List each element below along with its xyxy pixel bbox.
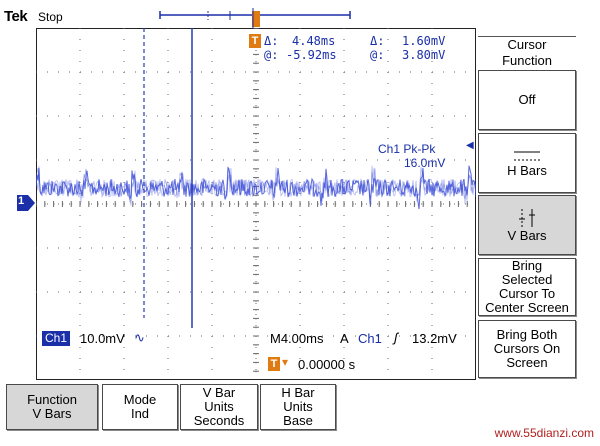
bottom-mode-line2: Ind: [130, 406, 150, 421]
ch1-ground-label: 1: [18, 195, 25, 207]
bring-selected-line3: Cursor To: [498, 286, 556, 301]
coupling-icon: ∿: [134, 330, 145, 345]
bring-selected-line4: Center Screen: [485, 300, 569, 315]
h-bars-label: H Bars: [507, 163, 547, 178]
trigger-level: 13.2mV: [412, 331, 457, 346]
measurement-pointer-icon: ◀: [466, 140, 474, 151]
off-button[interactable]: Off: [478, 70, 576, 130]
bring-both-line2: Cursors On: [493, 341, 561, 356]
trigger-position-marker: T: [268, 357, 280, 371]
bottom-hbar-units-button[interactable]: H Bar Units Base: [260, 384, 336, 430]
brand-logo: Tek: [4, 8, 28, 25]
trigger-readout-marker: T: [249, 34, 261, 48]
ch1-trace-pass: [36, 165, 476, 206]
trigger-slope-icon: ʃ: [394, 330, 398, 345]
h-bars-icon: [514, 151, 540, 161]
at-volt-value: 3.80mV: [402, 48, 446, 62]
measurement-label: Ch1 Pk-Pk: [378, 142, 436, 156]
bottom-vbar-line2: Units: [204, 399, 234, 414]
bring-both-cursors-button[interactable]: Bring Both Cursors On Screen: [478, 320, 576, 378]
delta-volt-value: 1.60mV: [402, 34, 446, 48]
trigger-offset: 0.00000 s: [298, 357, 356, 372]
bottom-hbar-line3: Base: [283, 413, 313, 428]
side-menu-title: Cursor Function: [478, 36, 576, 72]
bottom-function-button[interactable]: Function V Bars: [6, 384, 98, 430]
side-menu-title-line1: Cursor: [507, 37, 547, 52]
off-label: Off: [518, 92, 536, 107]
trigger-channel: Ch1: [358, 331, 382, 346]
ch1-trace-pass: [36, 165, 476, 210]
record-position-bar: [159, 8, 351, 32]
bottom-function-line1: Function: [27, 392, 77, 407]
delta-time-value: 4.48ms: [292, 34, 336, 48]
measurement-value: 16.0mV: [404, 156, 446, 170]
h-bars-button[interactable]: H Bars: [478, 133, 576, 193]
at-time-label: @:: [264, 48, 279, 62]
at-time-value: -5.92ms: [286, 48, 337, 62]
bottom-vbar-units-button[interactable]: V Bar Units Seconds: [180, 384, 258, 430]
bring-both-line1: Bring Both: [496, 327, 558, 342]
bring-selected-cursor-button[interactable]: Bring Selected Cursor To Center Screen: [478, 258, 576, 316]
v-bars-icon: [519, 209, 535, 227]
v-bars-button[interactable]: V Bars: [478, 195, 576, 255]
waveform-graticule: [36, 28, 476, 380]
trigger-position-arrow-icon: ▾: [282, 355, 289, 369]
v-bars-label: V Bars: [507, 228, 547, 243]
at-volt-label: @:: [370, 48, 385, 62]
ch1-scale: 10.0mV: [80, 331, 125, 346]
bring-both-line3: Screen: [506, 355, 548, 370]
acq-mode: A: [340, 331, 349, 346]
graticule-grid: [36, 28, 476, 380]
bottom-mode-line1: Mode: [123, 392, 157, 407]
ch1-status-badge: Ch1: [42, 331, 71, 346]
side-menu-title-line2: Function: [502, 53, 552, 68]
bottom-vbar-line3: Seconds: [193, 413, 245, 428]
acquisition-state: Stop: [38, 10, 63, 24]
bottom-hbar-line1: H Bar: [281, 385, 315, 400]
timebase: M4.00ms: [270, 331, 324, 346]
bring-selected-line2: Selected: [501, 272, 553, 287]
bottom-hbar-line2: Units: [283, 399, 313, 414]
delta-volt-label: Δ:: [370, 34, 385, 48]
bring-selected-line1: Bring: [511, 258, 543, 273]
ch1-trace-pass: [36, 165, 476, 207]
bottom-mode-button[interactable]: Mode Ind: [102, 384, 178, 430]
ch1-waveform: [36, 165, 476, 210]
bottom-function-line2: V Bars: [32, 406, 72, 421]
ch1-ground-marker: [17, 195, 35, 211]
bottom-vbar-line1: V Bar: [202, 385, 236, 400]
watermark: www.55dianzi.com: [494, 426, 594, 440]
delta-time-label: Δ:: [264, 34, 279, 48]
